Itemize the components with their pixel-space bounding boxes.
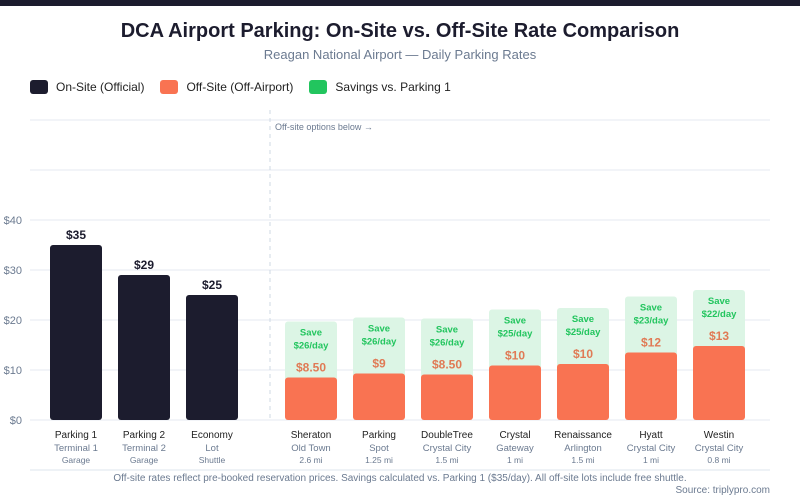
savings-amount: $26/day	[294, 341, 330, 352]
divider-label: Off-site options below →	[275, 122, 373, 132]
x-label-name: Economy	[191, 430, 233, 441]
bar-off-site	[285, 377, 337, 420]
savings-amount: $23/day	[634, 316, 670, 327]
x-label-detail: Garage	[62, 455, 91, 465]
x-label-name: Parking	[362, 430, 396, 441]
x-label-name: Sheraton	[291, 430, 332, 441]
x-label-location: Lot	[205, 443, 219, 454]
savings-label: Save	[708, 296, 730, 307]
legend: On-Site (Official) Off-Site (Off-Airport…	[30, 80, 451, 94]
savings-box	[693, 290, 745, 350]
bar-on-site	[186, 295, 238, 420]
savings-label: Save	[436, 325, 458, 336]
x-label-detail: 1.5 mi	[435, 455, 458, 465]
legend-label: Off-Site (Off-Airport)	[186, 80, 294, 94]
x-label-location: Gateway	[496, 443, 534, 454]
x-label-location: Crystal City	[423, 443, 472, 454]
footer: Off-site rates reflect pre-booked reserv…	[0, 473, 800, 497]
legend-item-savings: Savings vs. Parking 1	[309, 80, 451, 94]
legend-swatch	[160, 80, 179, 94]
x-label-name: Hyatt	[639, 430, 663, 441]
source: Source: triplypro.com	[675, 485, 770, 496]
bar-value-label: $8.50	[432, 358, 462, 372]
x-label-detail: Shuttle	[199, 455, 226, 465]
y-tick-label: $40	[4, 215, 22, 227]
legend-label: On-Site (Official)	[56, 80, 145, 94]
savings-label: Save	[572, 314, 594, 325]
x-label-detail: 1.25 mi	[365, 455, 393, 465]
bar-value-label: $29	[134, 258, 154, 272]
legend-label: Savings vs. Parking 1	[335, 80, 451, 94]
savings-label: Save	[504, 316, 526, 327]
bar-value-label: $35	[66, 228, 86, 242]
savings-box	[421, 318, 473, 379]
legend-item-off-site: Off-Site (Off-Airport)	[160, 80, 293, 94]
y-tick-label: $10	[4, 365, 22, 377]
footnote: Off-site rates reflect pre-booked reserv…	[113, 473, 687, 484]
bar-value-label: $8.50	[296, 361, 326, 375]
bar-value-label: $9	[372, 357, 386, 371]
legend-swatch	[30, 80, 48, 94]
x-label-location: Old Town	[291, 443, 330, 454]
bar-off-site	[557, 364, 609, 420]
x-label-name: Parking 1	[55, 430, 98, 441]
y-tick-label: $30	[4, 265, 22, 277]
savings-box	[557, 308, 609, 368]
savings-box	[285, 321, 337, 382]
top-bar	[0, 0, 800, 6]
x-label-location: Spot	[369, 443, 389, 454]
savings-box	[625, 296, 677, 357]
x-label-location: Terminal 2	[122, 443, 166, 454]
legend-item-on-site: On-Site (Official)	[30, 80, 144, 94]
x-label-detail: Garage	[130, 455, 159, 465]
savings-box	[353, 317, 405, 378]
x-label-detail: 0.8 mi	[707, 455, 730, 465]
y-tick-label: $20	[4, 315, 22, 327]
x-label-name: Renaissance	[554, 430, 612, 441]
savings-amount: $26/day	[362, 337, 398, 348]
bar-value-label: $13	[709, 329, 729, 343]
bar-on-site	[50, 245, 102, 420]
savings-amount: $26/day	[430, 338, 466, 349]
bar-off-site	[421, 374, 473, 420]
savings-label: Save	[368, 324, 390, 335]
bar-value-label: $12	[641, 336, 661, 350]
bar-off-site	[693, 346, 745, 420]
bar-off-site	[489, 365, 541, 420]
x-label-location: Terminal 1	[54, 443, 98, 454]
bar-value-label: $10	[505, 349, 525, 363]
x-label-location: Crystal City	[695, 443, 744, 454]
savings-amount: $25/day	[566, 327, 602, 338]
x-label-name: Crystal	[499, 430, 530, 441]
bar-value-label: $10	[573, 347, 593, 361]
savings-amount: $25/day	[498, 329, 534, 340]
savings-amount: $22/day	[702, 309, 738, 320]
bar-on-site	[118, 275, 170, 420]
y-tick-label: $0	[10, 415, 22, 427]
x-label-name: Parking 2	[123, 430, 166, 441]
savings-label: Save	[300, 328, 322, 339]
x-label-detail: 1 mi	[507, 455, 523, 465]
bar-off-site	[353, 373, 405, 420]
x-label-location: Crystal City	[627, 443, 676, 454]
x-label-detail: 2.6 mi	[299, 455, 322, 465]
bar-value-label: $25	[202, 278, 222, 292]
x-label-detail: 1 mi	[643, 455, 659, 465]
x-label-name: DoubleTree	[421, 430, 473, 441]
savings-label: Save	[640, 303, 662, 314]
x-label-detail: 1.5 mi	[571, 455, 594, 465]
legend-swatch	[309, 80, 328, 94]
x-label-location: Arlington	[564, 443, 602, 454]
chart-title: DCA Airport Parking: On-Site vs. Off-Sit…	[120, 20, 680, 42]
chart-subtitle: Reagan National Airport — Daily Parking …	[263, 47, 537, 62]
savings-box	[489, 309, 541, 370]
x-label-name: Westin	[704, 430, 734, 441]
bar-off-site	[625, 352, 677, 420]
